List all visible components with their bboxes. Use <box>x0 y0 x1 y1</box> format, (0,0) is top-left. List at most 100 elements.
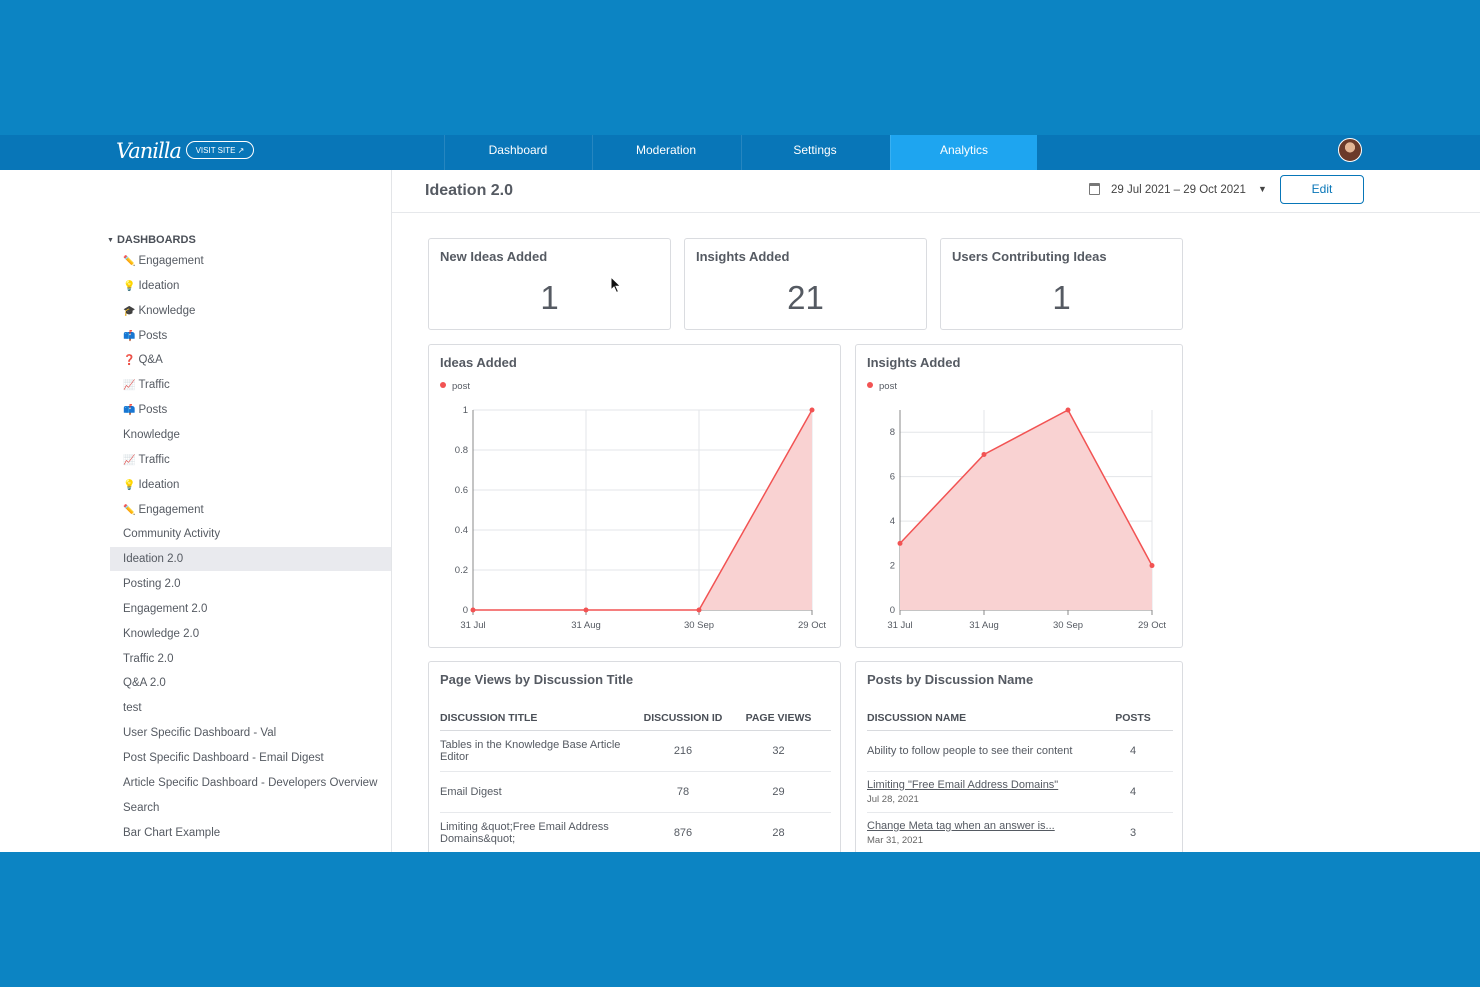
column-header[interactable]: DISCUSSION NAME <box>867 706 1093 731</box>
table-row[interactable]: Email Digest 78 29 <box>440 771 831 813</box>
date-range-picker[interactable]: 29 Jul 2021 – 29 Oct 2021 <box>1111 184 1246 196</box>
y-tick-label: 0 <box>890 605 895 616</box>
sidebar-item[interactable]: test <box>110 696 391 720</box>
table-header-row: DISCUSSION NAME POSTS <box>867 706 1173 731</box>
column-header[interactable]: DISCUSSION TITLE <box>440 706 640 731</box>
visit-site-button[interactable]: VISIT SITE ↗ <box>186 141 254 159</box>
legend-label: post <box>879 381 897 392</box>
stat-card-new-ideas: New Ideas Added 1 <box>428 238 671 330</box>
table-row[interactable]: Limiting "Free Email Address Domains" Jul… <box>867 771 1173 813</box>
tab-settings[interactable]: Settings <box>741 135 888 170</box>
sidebar-item[interactable]: 💡 Ideation <box>110 473 391 497</box>
sidebar-item-label: Article Specific Dashboard - Developers … <box>123 776 378 789</box>
sidebar-item-icon: 📫 <box>123 405 136 417</box>
y-tick-label: 2 <box>890 561 895 572</box>
tab-moderation[interactable]: Moderation <box>592 135 739 170</box>
sidebar-item[interactable]: ❓ Q&A <box>110 348 391 372</box>
sidebar-item[interactable]: Bar Chart Example <box>110 821 391 845</box>
sidebar-item[interactable]: Q&A 2.0 <box>110 671 391 695</box>
y-tick-label: 0.6 <box>455 485 468 496</box>
sidebar-item[interactable]: Post Specific Dashboard - Email Digest <box>110 746 391 770</box>
sidebar-item-icon: 💡 <box>123 479 136 491</box>
sidebar-item[interactable]: 📫 Posts <box>110 398 391 422</box>
table-row[interactable]: Limiting &quot;Free Email Address Domain… <box>440 812 831 852</box>
table-card-page-views: Page Views by Discussion Title DISCUSSIO… <box>428 661 841 852</box>
sidebar-item-label: Q&A 2.0 <box>123 677 166 690</box>
sidebar-item-label: Ideation <box>138 279 180 292</box>
sidebar-item[interactable]: Knowledge <box>110 423 391 447</box>
insights-added-chart: 0 2 4 6 8 31 Jul 31 Aug 30 Sep 29 Oct <box>887 407 1166 631</box>
y-tick-label: 8 <box>890 427 895 438</box>
sidebar-item[interactable]: Knowledge 2.0 <box>110 622 391 646</box>
x-tick-label: 30 Sep <box>684 620 714 631</box>
page-views-cell: 32 <box>726 730 831 772</box>
dashboards-section-toggle[interactable]: ▼ DASHBOARDS <box>107 234 196 246</box>
x-tick-label: 29 Oct <box>1138 620 1166 631</box>
sidebar-item[interactable]: Posting 2.0 <box>110 572 391 596</box>
sidebar-item-icon: 📈 <box>123 380 136 392</box>
data-point <box>809 407 815 413</box>
page-views-cell: 28 <box>726 812 831 852</box>
sidebar-item[interactable]: ✏️ Engagement <box>110 498 391 522</box>
sidebar-item[interactable]: 📈 Traffic <box>110 373 391 397</box>
column-header[interactable]: DISCUSSION ID <box>640 706 726 731</box>
sidebar-item[interactable]: 📈 Traffic <box>110 448 391 472</box>
sidebar-item[interactable]: User Specific Dashboard - Val <box>110 721 391 745</box>
sidebar-item[interactable]: Community Activity <box>110 522 391 546</box>
discussion-name-cell: Ability to follow people to see their co… <box>867 730 1093 772</box>
discussion-title-cell: Tables in the Knowledge Base Article Edi… <box>440 730 640 772</box>
y-tick-label: 0.8 <box>455 445 468 456</box>
sidebar-item[interactable]: 💡 Ideation <box>110 274 391 298</box>
sidebar-item-icon: ✏️ <box>123 256 136 267</box>
sidebar-item-label: Posts <box>138 404 168 417</box>
edit-button[interactable]: Edit <box>1280 175 1364 204</box>
discussion-id-cell: 216 <box>640 730 726 772</box>
vanilla-logo[interactable]: Vanilla <box>116 139 182 163</box>
series-area <box>473 410 812 610</box>
column-header[interactable]: POSTS <box>1093 706 1173 731</box>
x-tick-label: 31 Aug <box>969 620 999 631</box>
chart-title: Insights Added <box>867 355 961 370</box>
x-tick-label: 29 Oct <box>798 620 826 631</box>
sidebar: ▼ DASHBOARDS ✏️ Engagement 💡 Ideation 🎓 Knowle… <box>0 170 392 852</box>
tab-dashboard[interactable]: Dashboard <box>444 135 591 170</box>
discussion-link[interactable]: Limiting "Free Email Address Domains" <box>867 778 1059 791</box>
sidebar-item-icon: ✏️ <box>123 504 136 516</box>
chart-legend[interactable]: post <box>867 381 897 392</box>
sidebar-item-label: Ideation 2.0 <box>123 553 184 566</box>
sidebar-item-label: test <box>123 702 142 715</box>
caret-down-icon: ▼ <box>107 237 114 244</box>
discussion-link[interactable]: Change Meta tag when an answer is... <box>867 819 1055 832</box>
table-row[interactable]: Change Meta tag when an answer is... Mar … <box>867 812 1173 852</box>
sidebar-item[interactable]: Ideation 2.0 <box>110 547 391 572</box>
mouse-cursor-icon <box>610 276 622 294</box>
tab-analytics[interactable]: Analytics <box>890 135 1037 170</box>
x-tick-label: 31 Jul <box>887 620 912 631</box>
stat-value: 1 <box>540 279 559 316</box>
column-header[interactable]: PAGE VIEWS <box>726 706 831 731</box>
discussion-title-cell: Email Digest <box>440 771 640 813</box>
chevron-down-icon[interactable]: ▼ <box>1258 184 1267 194</box>
sidebar-item[interactable]: Search <box>110 796 391 820</box>
chart-legend[interactable]: post <box>440 381 470 392</box>
sidebar-item[interactable]: 🎓 Knowledge <box>110 299 391 323</box>
series-line <box>473 409 813 611</box>
table-row[interactable]: Ability to follow people to see their co… <box>867 730 1173 772</box>
discussion-name: Ability to follow people to see their co… <box>867 745 1073 757</box>
stat-label: Users Contributing Ideas <box>952 249 1107 264</box>
user-avatar[interactable] <box>1338 138 1362 162</box>
sidebar-item[interactable]: ✏️ Engagement <box>110 249 391 273</box>
sidebar-item[interactable]: Engagement 2.0 <box>110 597 391 621</box>
sidebar-item[interactable]: Traffic 2.0 <box>110 647 391 671</box>
calendar-icon[interactable] <box>1089 183 1100 195</box>
sidebar-item-label: Knowledge <box>138 304 196 317</box>
chart-card-insights-added: Insights Added post 0 2 4 6 8 31 Jul 31 Aug 30 … <box>855 344 1183 648</box>
y-tick-label: 0.4 <box>455 525 468 536</box>
discussion-title-cell: Limiting &quot;Free Email Address Domain… <box>440 812 640 852</box>
sidebar-item-label: Knowledge 2.0 <box>123 627 200 640</box>
page-title: Ideation 2.0 <box>425 182 514 199</box>
stat-card-insights: Insights Added 21 <box>684 238 927 330</box>
table-row[interactable]: Tables in the Knowledge Base Article Edi… <box>440 730 831 772</box>
sidebar-item[interactable]: Article Specific Dashboard - Developers … <box>110 771 391 795</box>
sidebar-item[interactable]: 📫 Posts <box>110 324 391 348</box>
